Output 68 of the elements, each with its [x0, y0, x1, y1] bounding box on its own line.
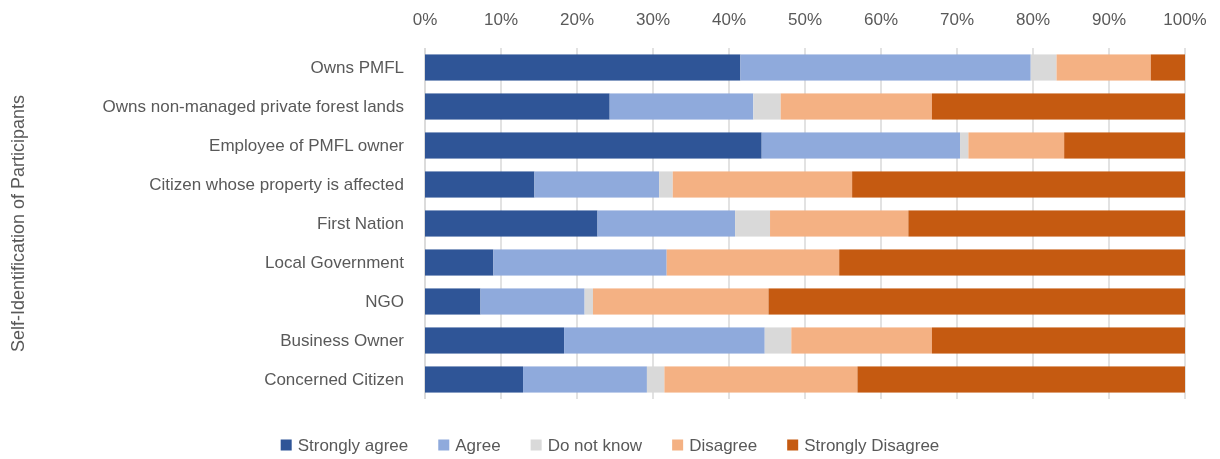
x-tick-label: 90% [1091, 10, 1127, 29]
bar [425, 366, 524, 393]
y-tick-label: Citizen whose property is affected [149, 175, 404, 195]
legend-label: Strongly agree [297, 435, 409, 455]
bar [664, 366, 858, 393]
y-tick-label: Business Owner [280, 331, 405, 351]
legend-label: Disagree [689, 435, 758, 455]
x-tick-label: 80% [1015, 10, 1051, 29]
y-tick-label: Employee of PMFL owner [209, 136, 405, 156]
bar [425, 249, 494, 276]
bar [425, 327, 565, 354]
bar [908, 210, 1185, 237]
x-tick-label: 10% [483, 10, 519, 29]
x-tick-label: 70% [939, 10, 975, 29]
bar [764, 327, 792, 354]
legend-label: Strongly Disagree [804, 435, 940, 455]
y-tick-label: Concerned Citizen [264, 370, 404, 390]
y-tick-label: Owns non-managed private forest lands [102, 97, 404, 117]
bar [584, 288, 593, 315]
x-tick-label: 20% [559, 10, 595, 29]
bar [425, 132, 762, 159]
bar [597, 210, 736, 237]
bar [852, 171, 1185, 198]
bar [425, 93, 610, 120]
x-tick-label: 40% [711, 10, 747, 29]
bar [780, 93, 932, 120]
bar [480, 288, 585, 315]
bar [564, 327, 765, 354]
y-tick-label: First Nation [317, 214, 404, 234]
bar [493, 249, 667, 276]
bar [735, 210, 771, 237]
bar [740, 54, 1031, 81]
bar [753, 93, 781, 120]
bar [425, 171, 535, 198]
x-tick-label: 50% [787, 10, 823, 29]
bar [931, 327, 1185, 354]
bar [770, 210, 909, 237]
x-tick-label: 0% [412, 10, 438, 29]
legend-label: Do not know [547, 435, 643, 455]
y-tick-label: Local Government [265, 253, 405, 273]
bar [768, 288, 1185, 315]
bar [425, 210, 598, 237]
bar [425, 288, 481, 315]
bar [523, 366, 647, 393]
bar [425, 54, 741, 81]
bar [968, 132, 1065, 159]
y-tick-label: Owns PMFL [310, 58, 404, 78]
bar [1056, 54, 1151, 81]
bar [960, 132, 969, 159]
bar [761, 132, 961, 159]
bar [839, 249, 1185, 276]
bar [592, 288, 769, 315]
bar [1064, 132, 1185, 159]
y-axis-title: Self-Identification of Participants [8, 94, 28, 353]
x-tick-label: 100% [1163, 10, 1207, 29]
bar [857, 366, 1185, 393]
x-tick-label: 30% [635, 10, 671, 29]
bar [534, 171, 660, 198]
bar [672, 171, 853, 198]
bar [666, 249, 840, 276]
bar [609, 93, 754, 120]
bar [931, 93, 1185, 120]
bar [1150, 54, 1185, 81]
x-tick-label: 60% [863, 10, 899, 29]
bar [791, 327, 932, 354]
y-tick-label: NGO [365, 292, 404, 312]
bar [659, 171, 673, 198]
legend-label: Agree [455, 435, 501, 455]
